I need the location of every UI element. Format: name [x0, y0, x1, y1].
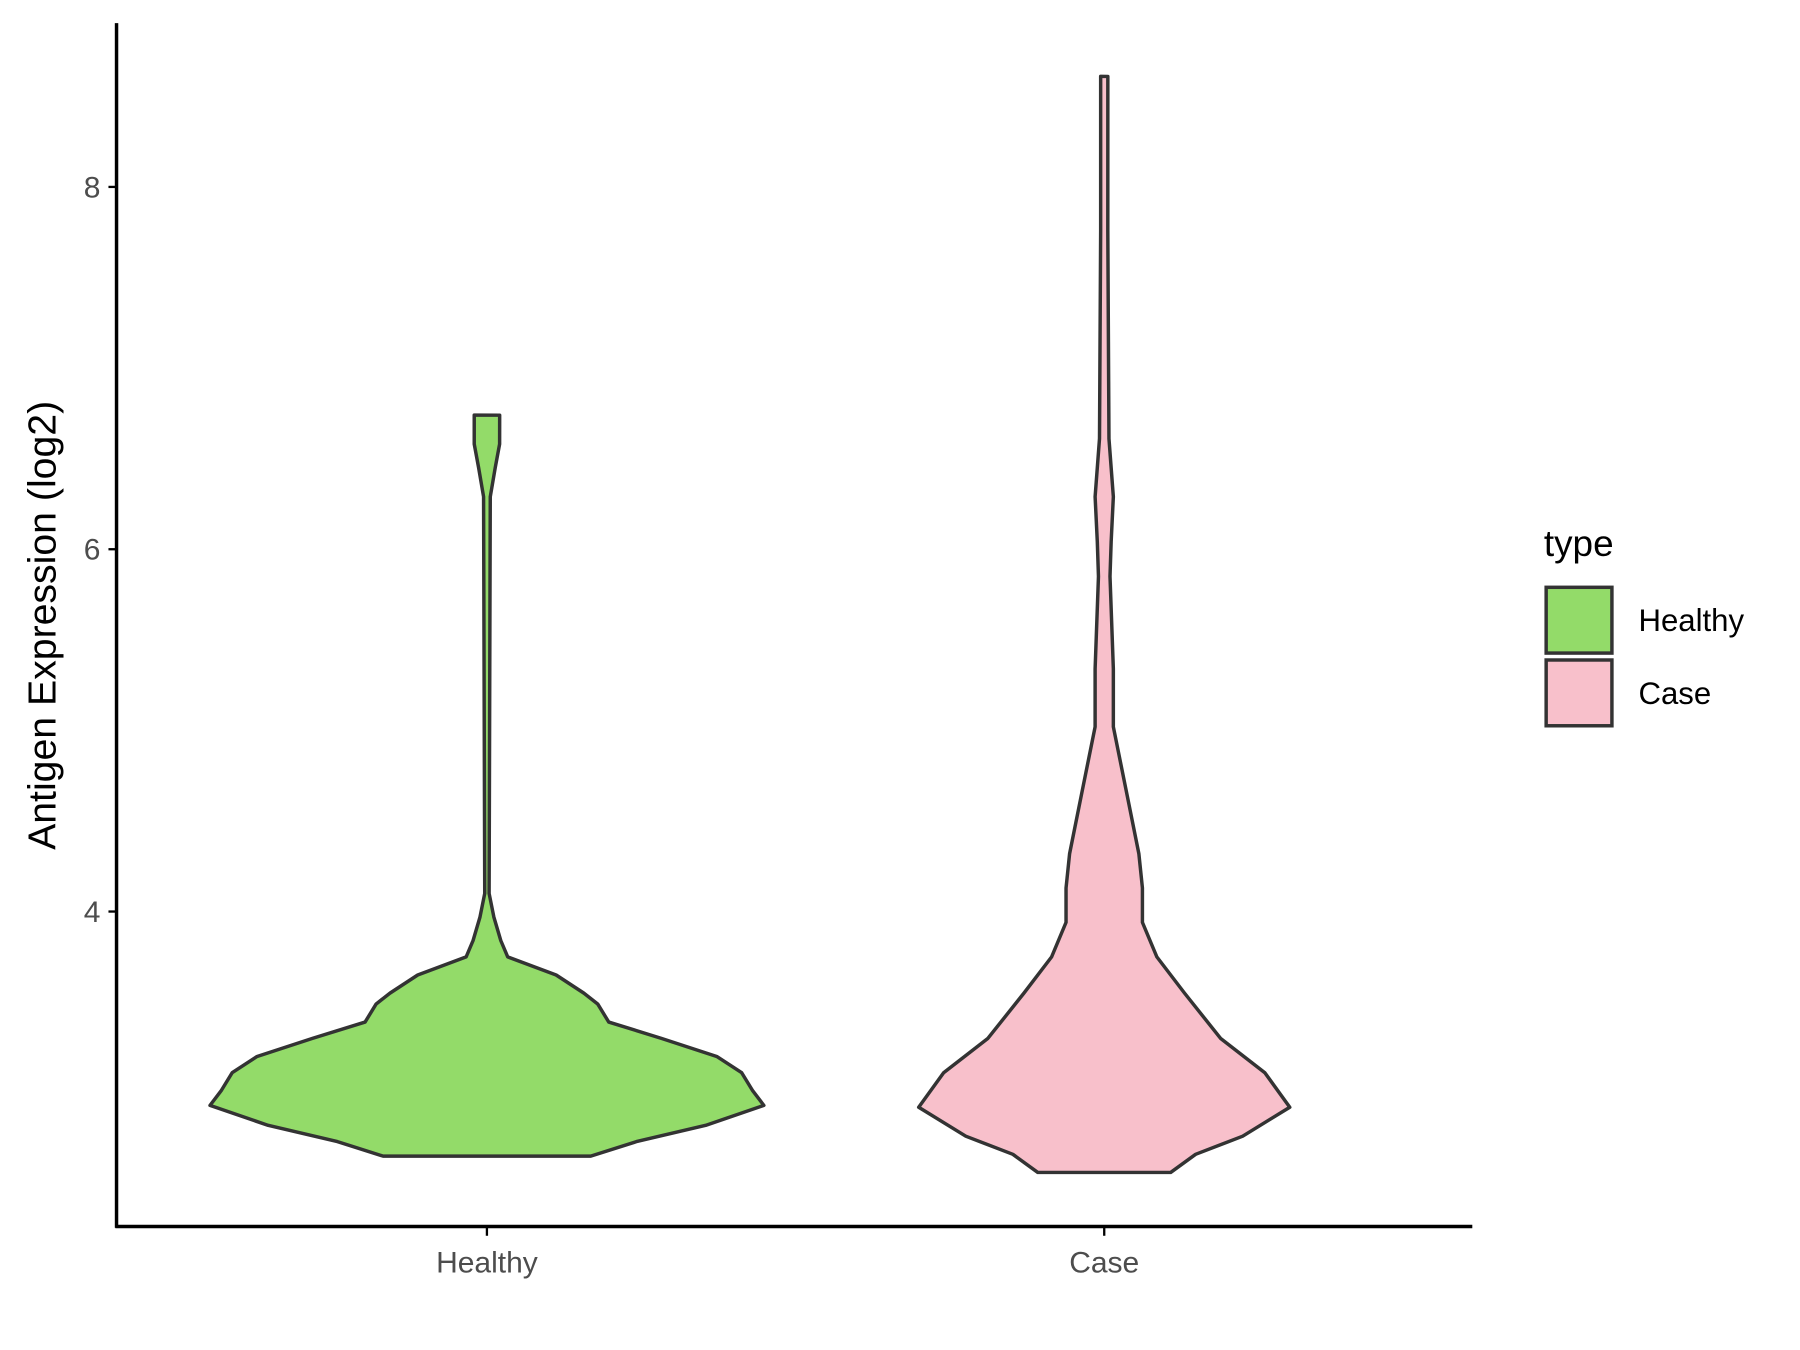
violin-healthy [208, 413, 766, 1158]
legend-title: type [1544, 523, 1614, 564]
legend-label: Case [1638, 676, 1711, 711]
legend-label: Healthy [1638, 603, 1744, 638]
violin-case [916, 74, 1292, 1175]
y-tick-label: 8 [84, 171, 101, 204]
x-tick-label: Healthy [436, 1247, 538, 1280]
y-tick-label: 4 [84, 896, 101, 929]
y-axis-label: Antigen Expression (log2) [20, 401, 64, 850]
y-tick-label: 6 [84, 534, 101, 567]
legend-key-healthy [1544, 585, 1614, 655]
x-ticks: Healthy Case [436, 1226, 1139, 1280]
legend: type Healthy Case [1544, 523, 1744, 728]
violins [208, 74, 1292, 1175]
legend-key-case [1544, 658, 1614, 728]
x-tick-label: Case [1069, 1247, 1139, 1280]
y-ticks: 4 6 8 [84, 171, 117, 929]
